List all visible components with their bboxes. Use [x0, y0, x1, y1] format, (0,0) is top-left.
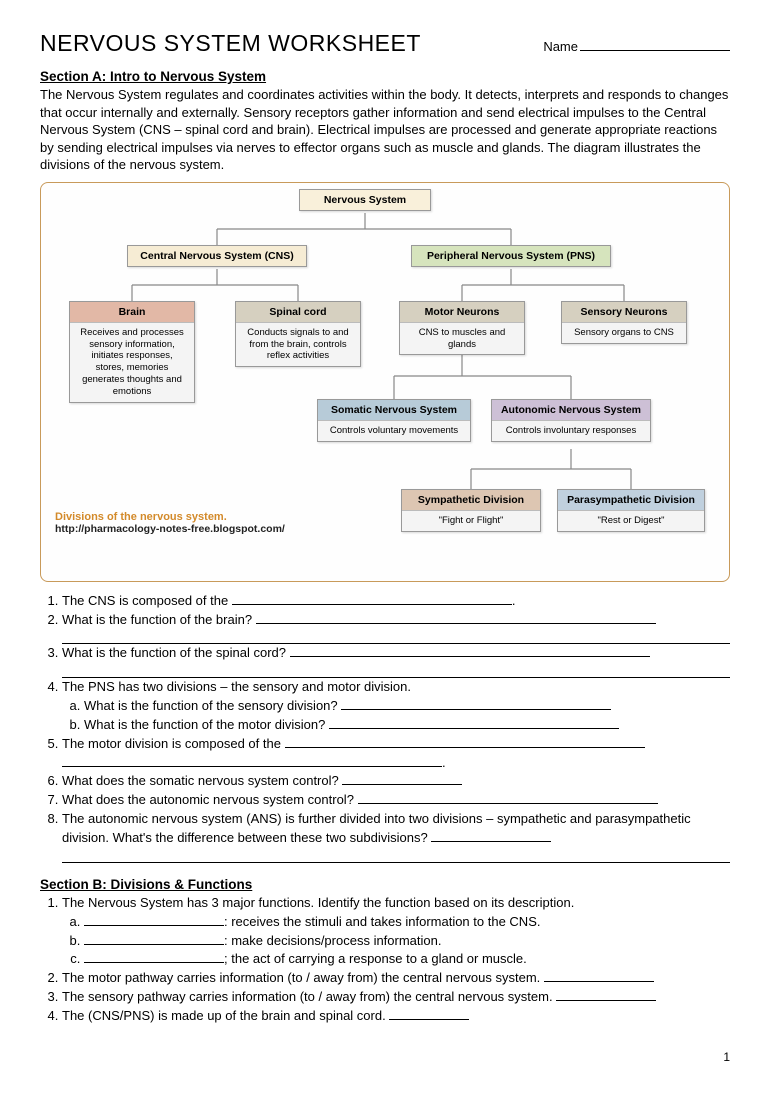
name-blank[interactable]	[580, 50, 730, 51]
qb-1b: : make decisions/process information.	[84, 932, 730, 951]
blank[interactable]	[84, 962, 224, 963]
name-label: Name	[543, 39, 578, 54]
blank[interactable]	[329, 728, 619, 729]
blank[interactable]	[84, 944, 224, 945]
qa-5: The motor division is composed of the .	[62, 735, 730, 773]
node-spinal: Spinal cordConducts signals to and from …	[235, 301, 361, 368]
qa-2: What is the function of the brain?	[62, 611, 730, 645]
node-root: Nervous System	[299, 189, 431, 211]
blank[interactable]	[556, 1000, 656, 1001]
blank[interactable]	[285, 747, 645, 748]
caption-line2: http://pharmacology-notes-free.blogspot.…	[55, 523, 285, 535]
qb-1c: ; the act of carrying a response to a gl…	[84, 950, 730, 969]
node-symp: Sympathetic Division"Fight or Flight"	[401, 489, 541, 532]
node-autonomic: Autonomic Nervous SystemControls involun…	[491, 399, 651, 442]
qa-1: The CNS is composed of the .	[62, 592, 730, 611]
blank[interactable]	[62, 630, 730, 644]
blank[interactable]	[389, 1019, 469, 1020]
node-sensory: Sensory NeuronsSensory organs to CNS	[561, 301, 687, 344]
header: NERVOUS SYSTEM WORKSHEET Name	[40, 30, 730, 57]
qa-7: What does the autonomic nervous system c…	[62, 791, 730, 810]
node-parasymp: Parasympathetic Division"Rest or Digest"	[557, 489, 705, 532]
node-motor: Motor NeuronsCNS to muscles and glands	[399, 301, 525, 356]
qa-4: The PNS has two divisions – the sensory …	[62, 678, 730, 735]
qb-3: The sensory pathway carries information …	[62, 988, 730, 1007]
blank[interactable]	[341, 709, 611, 710]
node-somatic: Somatic Nervous SystemControls voluntary…	[317, 399, 471, 442]
blank[interactable]	[84, 925, 224, 926]
blank[interactable]	[256, 623, 656, 624]
blank[interactable]	[62, 849, 730, 863]
section-b: Section B: Divisions & Functions The Ner…	[40, 877, 730, 1026]
qa-3: What is the function of the spinal cord?	[62, 644, 730, 678]
blank[interactable]	[290, 656, 650, 657]
qa-8: The autonomic nervous system (ANS) is fu…	[62, 810, 730, 863]
node-brain: BrainReceives and processes sensory info…	[69, 301, 195, 403]
blank[interactable]	[431, 841, 551, 842]
caption-line1: Divisions of the nervous system.	[55, 511, 285, 523]
qb-1a: : receives the stimuli and takes informa…	[84, 913, 730, 932]
blank[interactable]	[62, 664, 730, 678]
section-b-heading: Section B: Divisions & Functions	[40, 877, 730, 892]
qa-6: What does the somatic nervous system con…	[62, 772, 730, 791]
section-a-intro: The Nervous System regulates and coordin…	[40, 86, 730, 174]
blank[interactable]	[358, 803, 658, 804]
diagram-caption: Divisions of the nervous system. http://…	[55, 511, 285, 535]
qa-4a: What is the function of the sensory divi…	[84, 697, 730, 716]
qb-4: The (CNS/PNS) is made up of the brain an…	[62, 1007, 730, 1026]
blank[interactable]	[232, 604, 512, 605]
name-field: Name	[543, 39, 730, 54]
main-title: NERVOUS SYSTEM WORKSHEET	[40, 30, 543, 57]
qa-4b: What is the function of the motor divisi…	[84, 716, 730, 735]
section-a-heading: Section A: Intro to Nervous System	[40, 69, 730, 84]
blank[interactable]	[544, 981, 654, 982]
node-pns: Peripheral Nervous System (PNS)	[411, 245, 611, 267]
section-a-questions: The CNS is composed of the . What is the…	[40, 592, 730, 863]
blank[interactable]	[62, 766, 442, 767]
qb-1: The Nervous System has 3 major functions…	[62, 894, 730, 969]
node-cns: Central Nervous System (CNS)	[127, 245, 307, 267]
nervous-system-diagram: Divisions of the nervous system. http://…	[40, 182, 730, 582]
qb-2: The motor pathway carries information (t…	[62, 969, 730, 988]
blank[interactable]	[342, 784, 462, 785]
page-number: 1	[40, 1050, 730, 1064]
